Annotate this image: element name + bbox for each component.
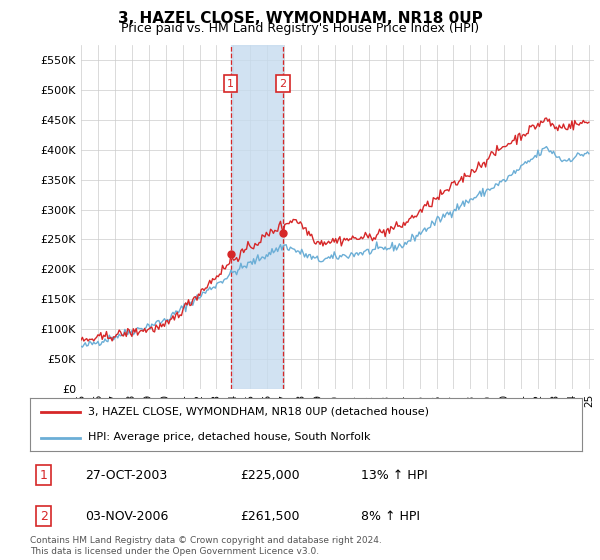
Bar (230, 45, 283, 389)
Text: 1: 1 (227, 79, 234, 88)
Text: 03-NOV-2006: 03-NOV-2006 (85, 510, 169, 523)
Text: Contains HM Land Registry data © Crown copyright and database right 2024.
This d: Contains HM Land Registry data © Crown c… (30, 536, 382, 556)
Text: 3, HAZEL CLOSE, WYMONDHAM, NR18 0UP: 3, HAZEL CLOSE, WYMONDHAM, NR18 0UP (118, 11, 482, 26)
Text: 1: 1 (40, 469, 48, 482)
Text: 27-OCT-2003: 27-OCT-2003 (85, 469, 167, 482)
Text: HPI: Average price, detached house, South Norfolk: HPI: Average price, detached house, Sout… (88, 432, 370, 442)
Text: 2: 2 (279, 79, 286, 88)
Text: 3, HAZEL CLOSE, WYMONDHAM, NR18 0UP (detached house): 3, HAZEL CLOSE, WYMONDHAM, NR18 0UP (det… (88, 407, 429, 417)
Text: £261,500: £261,500 (240, 510, 299, 523)
Text: Price paid vs. HM Land Registry's House Price Index (HPI): Price paid vs. HM Land Registry's House … (121, 22, 479, 35)
Text: 8% ↑ HPI: 8% ↑ HPI (361, 510, 420, 523)
Text: £225,000: £225,000 (240, 469, 299, 482)
Text: 13% ↑ HPI: 13% ↑ HPI (361, 469, 428, 482)
Text: 2: 2 (40, 510, 48, 523)
